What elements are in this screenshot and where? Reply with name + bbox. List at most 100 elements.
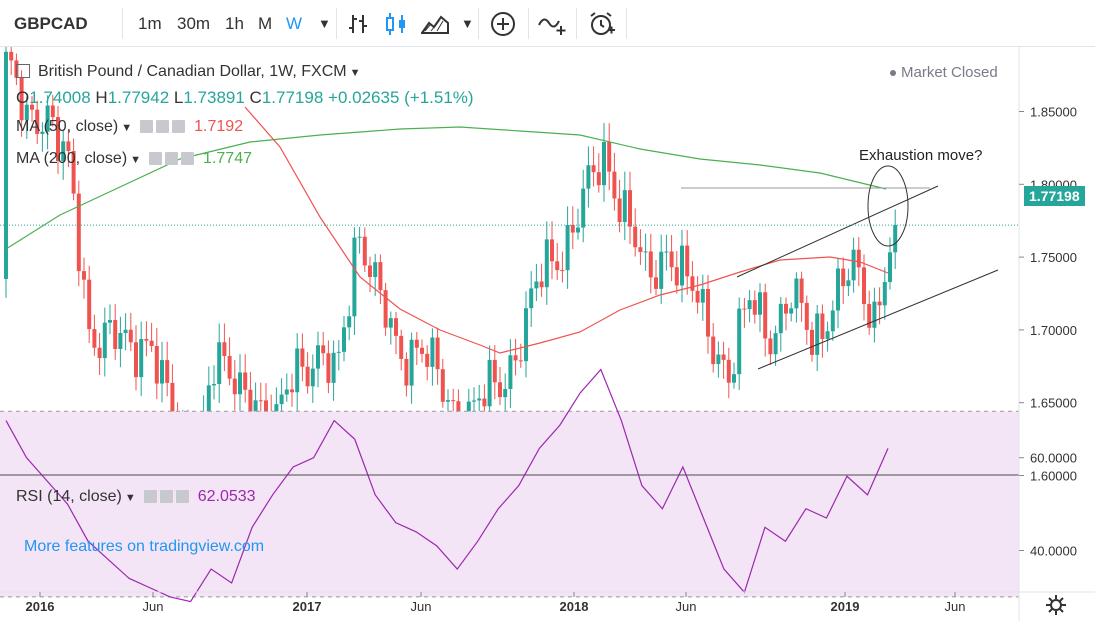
ma200-controls[interactable] [149, 150, 197, 168]
y-tick-label: 1.65000 [1030, 396, 1077, 411]
candle-body [841, 268, 846, 287]
candle-body [747, 300, 752, 310]
chart-canvas[interactable]: 1.850001.800001.750001.700001.650001.600… [0, 47, 1095, 621]
candle-body [414, 339, 419, 348]
candle-body [810, 329, 814, 355]
x-tick-label: 2019 [831, 599, 860, 614]
candle-body [628, 190, 632, 227]
candle-body [555, 261, 560, 271]
candle-body [300, 348, 305, 367]
candle-body [336, 351, 341, 353]
exhaustion-annotation: Exhaustion move? [859, 147, 983, 164]
ma50-label: MA (50, close) [16, 118, 119, 136]
current-price-label: 1.77198 [1024, 186, 1085, 206]
close-icon[interactable] [172, 120, 186, 134]
ma200-legend[interactable]: MA (200, close) ▼ 1.7747 [16, 150, 252, 168]
settings-icon[interactable] [156, 120, 170, 134]
candle-body [139, 339, 144, 378]
candle-body [752, 300, 757, 315]
y-tick-label: 1.70000 [1030, 323, 1077, 338]
rsi-value: 62.0533 [197, 488, 256, 506]
chart-title[interactable]: British Pound / Canadian Dollar, 1W, FXC… [38, 63, 347, 80]
candle-body [570, 224, 575, 233]
ma50-controls[interactable] [140, 118, 188, 136]
candle-body [362, 236, 367, 266]
eye-icon[interactable] [140, 120, 154, 134]
candle-body [425, 353, 430, 367]
area-icon[interactable] [421, 13, 449, 35]
chevron-down-icon[interactable]: ▼ [349, 67, 361, 79]
candle-body [446, 400, 450, 402]
toolbar-divider [576, 8, 577, 39]
low-value: 1.73891 [183, 88, 245, 107]
candle-body [607, 142, 612, 172]
candle-body [648, 251, 653, 278]
candle-body [165, 360, 170, 383]
y-tick-label: 1.85000 [1030, 105, 1077, 120]
candle-body [872, 301, 877, 328]
candle-body [815, 313, 820, 355]
close-icon[interactable] [175, 490, 189, 504]
settings-gear-icon[interactable] [1045, 594, 1067, 616]
collapse-legend-icon[interactable] [16, 63, 30, 78]
candle-body [404, 358, 409, 386]
toolbar-divider [122, 8, 123, 39]
interval-30m[interactable]: 30m [177, 14, 211, 33]
rsi-legend[interactable]: RSI (14, close) ▼ 62.0533 [16, 488, 256, 506]
candle-body [596, 172, 601, 186]
candle-body [326, 353, 331, 383]
alarm-icon[interactable] [588, 11, 616, 37]
ma50-legend[interactable]: MA (50, close) ▼ 1.7192 [16, 118, 243, 136]
candle-body [82, 271, 86, 280]
interval-m[interactable]: M [258, 14, 273, 33]
close-icon[interactable] [181, 152, 195, 166]
candle-body [56, 117, 60, 162]
x-tick-label: Jun [945, 599, 966, 614]
x-tick-label: 2018 [560, 599, 589, 614]
candle-body [825, 331, 830, 339]
chart-type-chevron-icon[interactable]: ▼ [461, 16, 474, 31]
interval-w[interactable]: W [286, 14, 303, 33]
candle-body [550, 239, 554, 262]
interval-1h[interactable]: 1h [225, 14, 244, 33]
market-status-text: Market Closed [901, 64, 998, 81]
interval-1m[interactable]: 1m [138, 14, 162, 33]
candle-body [394, 318, 398, 336]
candle-body [316, 345, 320, 369]
x-tick-label: Jun [676, 599, 697, 614]
compare-icon[interactable] [538, 13, 568, 37]
eye-icon[interactable] [149, 152, 163, 166]
candle-body [685, 245, 690, 277]
candle-body [721, 354, 726, 360]
symbol-search[interactable]: GBPCAD [14, 14, 88, 33]
close-value: 1.77198 [261, 88, 324, 107]
candle-body [877, 301, 882, 306]
candles-icon[interactable] [384, 12, 408, 36]
indicators-plus-icon[interactable] [490, 11, 516, 37]
candle-body [565, 224, 570, 271]
chevron-down-icon[interactable]: ▼ [124, 492, 136, 505]
chevron-down-icon[interactable]: ▼ [121, 122, 133, 135]
candle-body [170, 382, 175, 421]
candle-body [310, 368, 315, 387]
candle-body [347, 316, 352, 328]
rsi-controls[interactable] [143, 488, 192, 506]
candle-body [622, 190, 627, 223]
bars-icon[interactable] [348, 13, 372, 35]
settings-icon[interactable] [159, 490, 173, 504]
lower-trendline [757, 269, 999, 370]
candle-body [66, 141, 71, 152]
interval-dropdown-chevron-icon[interactable]: ▼ [318, 16, 331, 31]
chart-title-legend: British Pound / Canadian Dollar, 1W, FXC… [16, 63, 360, 81]
candle-body [773, 333, 778, 355]
candle-body [248, 389, 253, 422]
candle-body [706, 288, 710, 337]
chevron-down-icon[interactable]: ▼ [130, 154, 142, 167]
candle-body [508, 355, 513, 389]
eye-icon[interactable] [143, 490, 157, 504]
candle-body [134, 342, 138, 378]
tradingview-link[interactable]: More features on tradingview.com [24, 538, 265, 555]
candle-body [217, 342, 222, 385]
settings-icon[interactable] [165, 152, 179, 166]
rsi-label: RSI (14, close) [16, 488, 122, 506]
